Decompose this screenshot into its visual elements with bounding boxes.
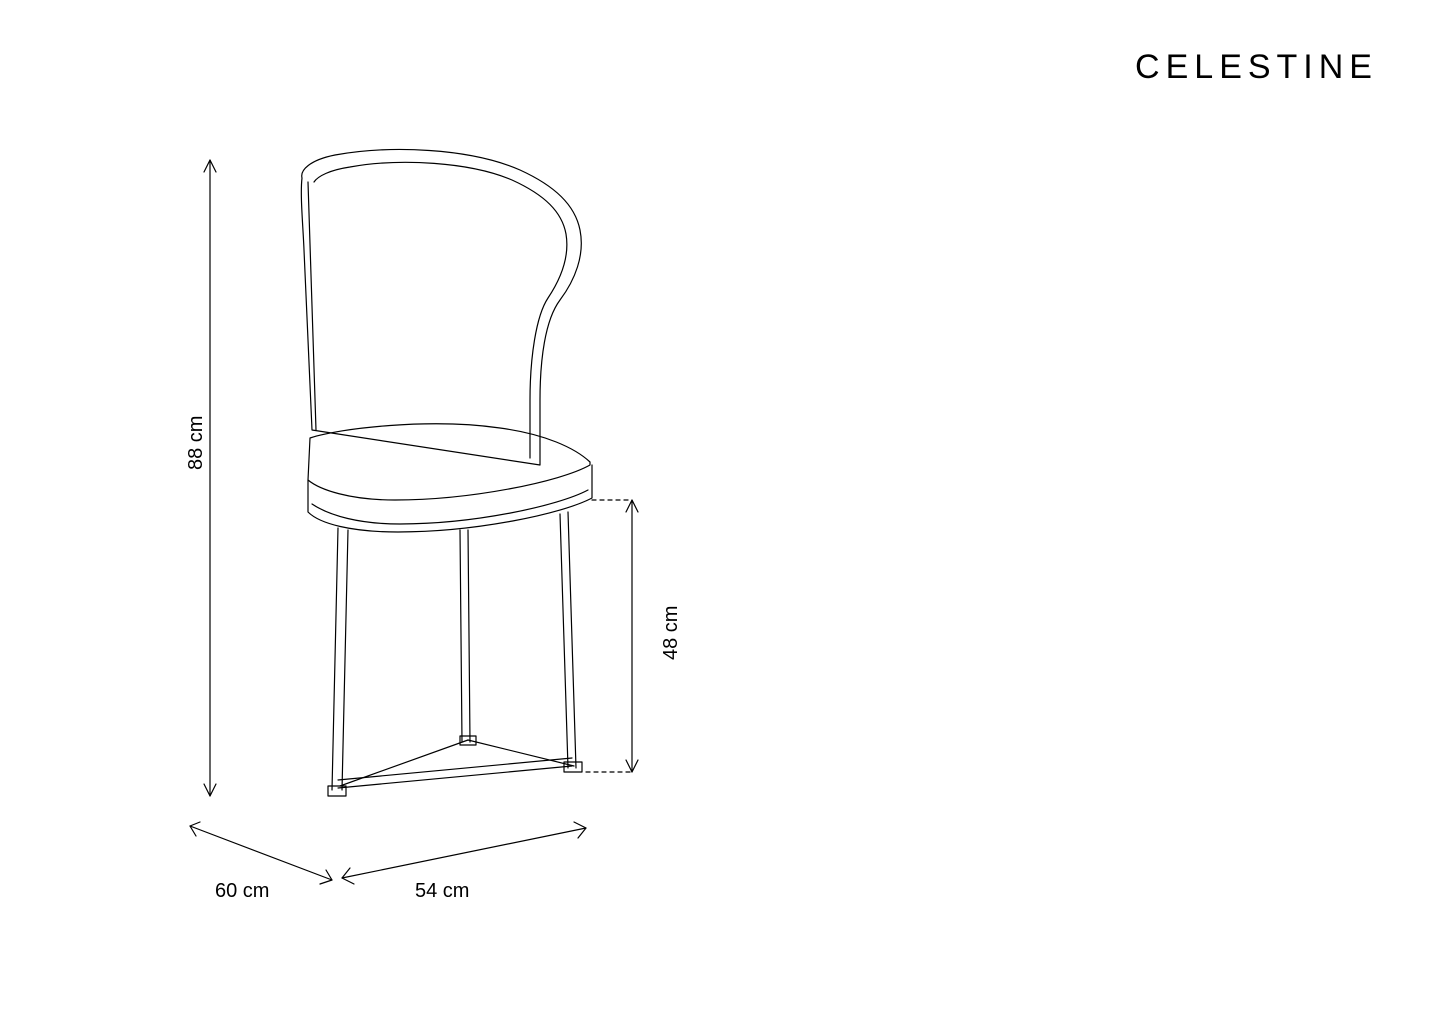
backrest-outline xyxy=(301,150,581,465)
backrest-side-seam xyxy=(308,182,316,430)
backrest-piping xyxy=(314,162,567,458)
dimension-guides xyxy=(586,500,632,772)
chair-diagram xyxy=(0,0,1448,1024)
seat-piping xyxy=(312,490,588,524)
chair-legs xyxy=(328,512,582,796)
dimension-lines xyxy=(190,160,638,884)
